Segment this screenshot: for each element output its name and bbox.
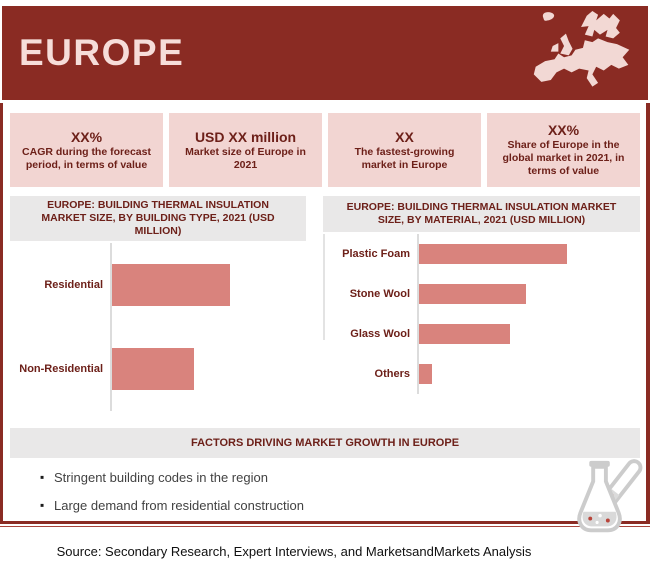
region-header: EUROPE	[2, 6, 648, 100]
bar-row-glass-wool: Glass Wool	[323, 314, 640, 354]
bar-glass-wool	[419, 324, 511, 344]
stat-card-global-share: XX% Share of Europe in the global market…	[487, 113, 640, 187]
stat-card-fastest-growing: XX The fastest-growing market in Europe	[328, 113, 481, 187]
category-label: Stone Wool	[349, 288, 410, 300]
stat-card-market-size: USD XX million Market size of Europe in …	[169, 113, 322, 187]
stat-label: CAGR during the forecast period, in term…	[22, 145, 151, 171]
chart-title-building-type: EUROPE: BUILDING THERMAL INSULATION MARK…	[10, 196, 306, 241]
bar-track	[419, 244, 567, 264]
factor-item: Large demand from residential constructi…	[40, 498, 640, 513]
bar-others	[419, 364, 433, 384]
stat-label: The fastest-growing market in Europe	[354, 145, 455, 171]
y-axis-line	[417, 234, 419, 394]
category-label: Glass Wool	[350, 328, 410, 340]
bar-track	[419, 284, 567, 304]
bar-chart-building-type: Residential Non-Residential	[10, 241, 306, 415]
bar-plastic-foam	[419, 244, 567, 264]
bar-row-others: Others	[323, 354, 640, 394]
bar-track	[419, 324, 567, 344]
factors-title: FACTORS DRIVING MARKET GROWTH IN EUROPE	[10, 428, 640, 458]
stat-value: XX	[395, 128, 414, 145]
charts-row: EUROPE: BUILDING THERMAL INSULATION MARK…	[10, 196, 640, 415]
europe-map-icon	[533, 10, 630, 87]
stat-card-cagr: XX% CAGR during the forecast period, in …	[10, 113, 163, 187]
stat-value: USD XX million	[194, 128, 297, 145]
bar-stone-wool	[419, 284, 526, 304]
bar-track	[112, 348, 230, 390]
factors-section: FACTORS DRIVING MARKET GROWTH IN EUROPE …	[10, 428, 640, 526]
bar-chart-material: Plastic Foam Stone Wool Glass Wool	[323, 232, 640, 398]
stat-value: XX%	[70, 128, 103, 145]
chart-panel-building-type: EUROPE: BUILDING THERMAL INSULATION MARK…	[10, 196, 306, 415]
stat-value: XX%	[547, 122, 580, 138]
stats-row: XX% CAGR during the forecast period, in …	[10, 113, 640, 187]
bar-track	[112, 264, 230, 306]
category-label: Non-Residential	[19, 363, 103, 375]
category-label: Plastic Foam	[342, 248, 410, 260]
bar-track	[419, 364, 567, 384]
lab-flask-icon	[577, 459, 643, 533]
content-frame: XX% CAGR during the forecast period, in …	[0, 103, 650, 527]
factor-item: Stringent building codes in the region	[40, 470, 640, 485]
chart-panel-material: EUROPE: BUILDING THERMAL INSULATION MARK…	[323, 196, 640, 415]
category-label: Residential	[44, 279, 103, 291]
bar-row-plastic-foam: Plastic Foam	[323, 234, 640, 274]
factors-list: Stringent building codes in the region L…	[10, 470, 640, 513]
bar-non-residential	[112, 348, 194, 390]
stat-label: Market size of Europe in 2021	[185, 145, 306, 171]
page-title: EUROPE	[19, 32, 185, 73]
source-note: Source: Secondary Research, Expert Inter…	[56, 544, 532, 559]
bar-residential	[112, 264, 230, 306]
y-axis-line	[110, 243, 112, 411]
category-label: Others	[374, 368, 410, 380]
bar-row-stone-wool: Stone Wool	[323, 274, 640, 314]
bar-row-non-residential: Non-Residential	[10, 327, 306, 411]
chart-title-material: EUROPE: BUILDING THERMAL INSULATION MARK…	[323, 196, 640, 232]
bar-row-residential: Residential	[10, 243, 306, 327]
stat-label: Share of Europe in the global market in …	[502, 139, 625, 177]
